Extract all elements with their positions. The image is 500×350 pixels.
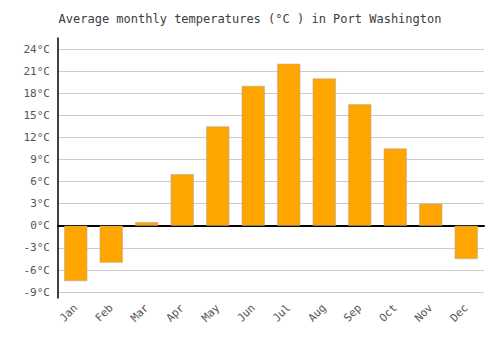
svg-text:12°C: 12°C <box>24 131 51 144</box>
svg-text:3°C: 3°C <box>30 197 50 210</box>
svg-text:Sep: Sep <box>341 301 364 324</box>
svg-text:24°C: 24°C <box>24 43 51 56</box>
svg-text:Mar: Mar <box>128 301 151 324</box>
svg-text:Jan: Jan <box>57 301 80 324</box>
svg-text:9°C: 9°C <box>30 153 50 166</box>
svg-text:-3°C: -3°C <box>24 241 51 254</box>
svg-text:0°C: 0°C <box>30 219 50 232</box>
svg-text:Oct: Oct <box>377 301 400 324</box>
svg-text:Nov: Nov <box>412 301 435 324</box>
svg-text:Dec: Dec <box>448 301 471 324</box>
svg-text:Apr: Apr <box>164 301 187 324</box>
svg-text:6°C: 6°C <box>30 175 50 188</box>
svg-text:May: May <box>199 301 222 324</box>
svg-text:Jul: Jul <box>270 301 293 324</box>
svg-text:Jun: Jun <box>235 301 258 324</box>
svg-text:Average monthly temperatures (: Average monthly temperatures (°C ) in Po… <box>59 12 442 26</box>
svg-text:15°C: 15°C <box>24 109 51 122</box>
svg-text:Aug: Aug <box>306 301 329 324</box>
svg-text:Feb: Feb <box>93 301 116 324</box>
svg-text:21°C: 21°C <box>24 65 51 78</box>
svg-text:18°C: 18°C <box>24 87 51 100</box>
svg-text:-6°C: -6°C <box>24 264 51 277</box>
svg-text:-9°C: -9°C <box>24 286 51 299</box>
